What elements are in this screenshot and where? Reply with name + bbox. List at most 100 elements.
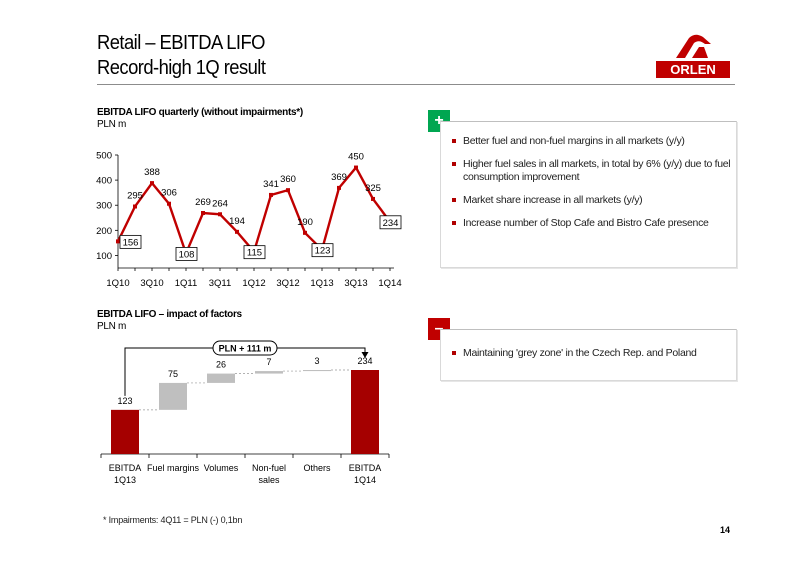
title-line-1: Retail – EBITDA LIFO [97, 32, 265, 54]
waterfall-chart-unit: PLN m [97, 321, 127, 332]
line-chart-title: EBITDA LIFO quarterly (without impairmen… [97, 107, 303, 118]
positive-item: Increase number of Stop Cafe and Bistro … [449, 217, 736, 230]
data-point [354, 165, 358, 170]
data-label: 388 [144, 167, 160, 178]
data-label: 295 [127, 190, 143, 201]
bracket-arrow-icon [361, 352, 369, 358]
data-point [286, 188, 290, 193]
page-title: Retail – EBITDA LIFO Record-high 1Q resu… [97, 31, 266, 81]
data-label: 450 [348, 152, 364, 163]
positive-item: Higher fuel sales in all markets, in tot… [449, 158, 736, 184]
negatives-list: Maintaining 'grey zone' in the Czech Rep… [449, 347, 736, 360]
category-label: Non-fuel [252, 463, 286, 473]
data-label: 341 [263, 179, 279, 190]
logo-band [656, 61, 730, 78]
data-point [201, 211, 205, 216]
bar-value-label: 75 [168, 369, 178, 379]
x-tick-label: 1Q14 [378, 278, 401, 289]
eagle-head-icon [676, 34, 711, 58]
category-label: EBITDA [109, 463, 142, 473]
data-point [235, 229, 239, 234]
title-divider [97, 84, 735, 85]
category-label: sales [258, 475, 280, 485]
footnote: * Impairments: 4Q11 = PLN (-) 0,1bn [103, 515, 243, 525]
bar-value-label: 26 [216, 360, 226, 370]
data-label: 234 [383, 218, 399, 229]
data-label: 194 [229, 216, 245, 227]
data-label: 269 [195, 197, 211, 208]
data-label: 306 [161, 188, 177, 199]
category-label: Fuel margins [147, 463, 200, 473]
category-label: 1Q14 [354, 475, 376, 485]
logo-text: ORLEN [670, 62, 716, 77]
positives-panel: Better fuel and non-fuel margins in all … [440, 121, 737, 268]
waterfall-bar [207, 373, 235, 383]
data-label-box [119, 234, 142, 249]
x-tick-label: 1Q12 [242, 278, 265, 289]
data-label: 264 [212, 198, 228, 209]
data-label: 190 [297, 217, 313, 228]
page-number: 14 [720, 525, 731, 535]
y-tick-label: 300 [96, 201, 112, 212]
data-label-box [379, 215, 402, 230]
data-label-box [243, 245, 266, 260]
waterfall-bar [255, 371, 283, 374]
waterfall-bar [111, 409, 139, 454]
waterfall-chart-header: EBITDA LIFO – impact of factors PLN m [97, 309, 242, 333]
x-tick-label: 3Q10 [140, 278, 163, 289]
waterfall-bar [351, 370, 379, 454]
data-label: 123 [315, 246, 331, 257]
title-line-2: Record-high 1Q result [97, 57, 266, 79]
y-tick-label: 200 [96, 226, 112, 237]
x-tick-label: 3Q11 [209, 278, 232, 289]
data-label-box [175, 247, 198, 261]
bar-value-label: 3 [314, 356, 319, 366]
bracket-label: PLN + 111 m [219, 344, 272, 354]
eagle-wing-icon [692, 47, 708, 58]
data-label: 325 [365, 183, 381, 194]
y-tick-label: 100 [96, 251, 112, 262]
category-label: Volumes [204, 463, 239, 473]
orlen-logo: ORLEN [656, 28, 730, 80]
line-chart-header: EBITDA LIFO quarterly (without impairmen… [97, 107, 303, 131]
category-label: EBITDA [349, 463, 382, 473]
x-tick-label: 1Q11 [175, 278, 198, 289]
data-point [116, 239, 120, 244]
data-point [337, 185, 341, 190]
data-label: 108 [179, 249, 195, 260]
negatives-panel: Maintaining 'grey zone' in the Czech Rep… [440, 329, 737, 381]
x-tick-label: 3Q12 [276, 278, 299, 289]
bar-value-label: 234 [357, 356, 372, 366]
category-label: 1Q13 [114, 475, 136, 485]
data-label-box [311, 243, 334, 258]
waterfall-chart-title: EBITDA LIFO – impact of factors [97, 309, 242, 320]
line-chart-unit: PLN m [97, 119, 127, 130]
waterfall-bar [303, 370, 331, 372]
data-point [167, 201, 171, 206]
y-tick-label: 500 [96, 151, 112, 162]
positive-item: Market share increase in all markets (y/… [449, 194, 736, 207]
x-tick-label: 3Q13 [344, 278, 367, 289]
data-label: 369 [331, 172, 347, 183]
negative-item: Maintaining 'grey zone' in the Czech Rep… [449, 347, 736, 360]
data-point [150, 181, 154, 186]
positive-item: Better fuel and non-fuel margins in all … [449, 135, 736, 148]
orlen-logo-graphic: ORLEN [656, 34, 730, 78]
data-label: 156 [123, 237, 139, 248]
positives-list: Better fuel and non-fuel margins in all … [449, 135, 736, 230]
data-point [133, 204, 137, 209]
y-tick-label: 400 [96, 176, 112, 187]
data-point [371, 196, 375, 201]
data-label: 360 [280, 174, 296, 185]
waterfall-bar [159, 382, 187, 410]
bar-value-label: 123 [117, 396, 132, 406]
data-point [269, 192, 273, 197]
x-tick-label: 1Q13 [310, 278, 333, 289]
bar-value-label: 7 [266, 357, 271, 367]
data-point [303, 230, 307, 235]
data-label: 115 [247, 248, 262, 259]
data-point [218, 212, 222, 217]
category-label: Others [303, 463, 331, 473]
